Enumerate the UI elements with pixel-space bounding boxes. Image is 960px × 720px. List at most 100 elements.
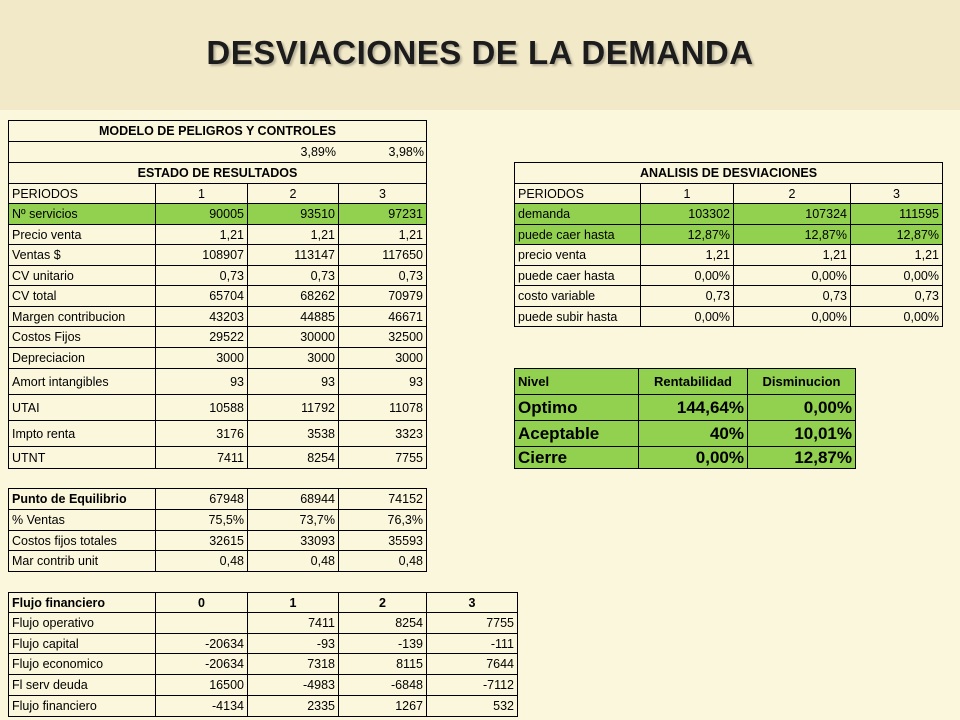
cell: 10,01% <box>747 420 856 447</box>
cell: 1,21 <box>850 244 943 266</box>
header-cell: Disminucion <box>747 368 856 395</box>
cell: 111595 <box>850 203 943 225</box>
cell: 74152 <box>338 488 427 510</box>
cell: 1,21 <box>338 224 427 245</box>
cell: 30000 <box>247 326 339 348</box>
cell: 0,73 <box>640 285 734 307</box>
cell: Precio venta <box>8 224 156 245</box>
cell: 107324 <box>733 203 851 225</box>
cell: 8115 <box>338 653 427 675</box>
slide-title: DESVIACIONES DE LA DEMANDA <box>206 34 754 71</box>
cell: 3176 <box>155 420 248 447</box>
header-cell: 3 <box>850 183 943 204</box>
cell: Fl serv deuda <box>8 674 156 696</box>
cell: 0,00% <box>850 306 943 327</box>
cell: 75,5% <box>155 509 248 531</box>
header-cell: PERIODOS <box>514 183 641 204</box>
cell: 7644 <box>426 653 518 675</box>
cell: costo variable <box>514 285 641 307</box>
cell: Cierre <box>514 446 639 469</box>
cell: 1,21 <box>247 224 339 245</box>
cell: demanda <box>514 203 641 225</box>
cell: Flujo operativo <box>8 612 156 634</box>
cell: Costos fijos totales <box>8 530 156 551</box>
cell: Aceptable <box>514 420 639 447</box>
table-subtitle: ESTADO DE RESULTADOS <box>8 162 427 184</box>
cell: Flujo economico <box>8 653 156 675</box>
cell: 0,00% <box>733 265 851 286</box>
cell: 16500 <box>155 674 248 696</box>
cell: UTNT <box>8 446 156 469</box>
cell: 1267 <box>338 695 427 717</box>
cell: 93 <box>247 368 339 395</box>
header-cell: 0 <box>155 592 248 613</box>
header-cell: 1 <box>247 592 339 613</box>
cell: 0,73 <box>247 265 339 286</box>
cell: 144,64% <box>638 394 748 421</box>
cell: 3323 <box>338 420 427 447</box>
table-title: ANALISIS DE DESVIACIONES <box>514 162 943 184</box>
cell: 0,00% <box>638 446 748 469</box>
cell: 108907 <box>155 244 248 266</box>
cell: 43203 <box>155 306 248 327</box>
header-cell: Rentabilidad <box>638 368 748 395</box>
cell: Punto de Equilibrio <box>8 488 156 510</box>
cell: UTAI <box>8 394 156 421</box>
cell: 8254 <box>338 612 427 634</box>
cell <box>155 612 248 634</box>
cell: 0,00% <box>640 265 734 286</box>
cell: puede caer hasta <box>514 224 641 245</box>
cell: -20634 <box>155 633 248 654</box>
cell: -20634 <box>155 653 248 675</box>
cell: Impto renta <box>8 420 156 447</box>
cell: 32615 <box>155 530 248 551</box>
cell: 90005 <box>155 203 248 225</box>
cell: 40% <box>638 420 748 447</box>
cell: 0,73 <box>733 285 851 307</box>
header-cell: 2 <box>338 592 427 613</box>
cell: puede subir hasta <box>514 306 641 327</box>
cell: 1,21 <box>733 244 851 266</box>
cell: 33093 <box>247 530 339 551</box>
cell: 0,00% <box>640 306 734 327</box>
cell: -4983 <box>247 674 339 696</box>
cell: Costos Fijos <box>8 326 156 348</box>
cell: 46671 <box>338 306 427 327</box>
cell: Flujo financiero <box>8 695 156 717</box>
cell: precio venta <box>514 244 641 266</box>
cell: 67948 <box>155 488 248 510</box>
cell: 1,21 <box>640 244 734 266</box>
header-cell: 3 <box>426 592 518 613</box>
cell: 7755 <box>338 446 427 469</box>
header-cell: 1 <box>640 183 734 204</box>
cell: 1,21 <box>155 224 248 245</box>
cell: 3000 <box>338 347 427 369</box>
header-cell: Nivel <box>514 368 639 395</box>
cell: 12,87% <box>640 224 734 245</box>
cell: 0,73 <box>155 265 248 286</box>
cell: 0,00% <box>850 265 943 286</box>
cell: 2335 <box>247 695 339 717</box>
cell: 12,87% <box>747 446 856 469</box>
cell: Mar contrib unit <box>8 550 156 572</box>
cell: 93 <box>155 368 248 395</box>
cell: Amort intangibles <box>8 368 156 395</box>
cell: 32500 <box>338 326 427 348</box>
cell: Ventas $ <box>8 244 156 266</box>
cell: 11078 <box>338 394 427 421</box>
rate: 3,98% <box>388 145 424 159</box>
cell: 3538 <box>247 420 339 447</box>
cell: 76,3% <box>338 509 427 531</box>
cell: 68944 <box>247 488 339 510</box>
cell: -6848 <box>338 674 427 696</box>
cell: 10588 <box>155 394 248 421</box>
cell: 0,73 <box>850 285 943 307</box>
cell: -4134 <box>155 695 248 717</box>
cell: 7411 <box>155 446 248 469</box>
cell: 12,87% <box>850 224 943 245</box>
cell: 117650 <box>338 244 427 266</box>
cell: 65704 <box>155 285 248 307</box>
cell: 70979 <box>338 285 427 307</box>
header-cell: Flujo financiero <box>8 592 156 613</box>
header-cell: PERIODOS <box>8 183 156 204</box>
